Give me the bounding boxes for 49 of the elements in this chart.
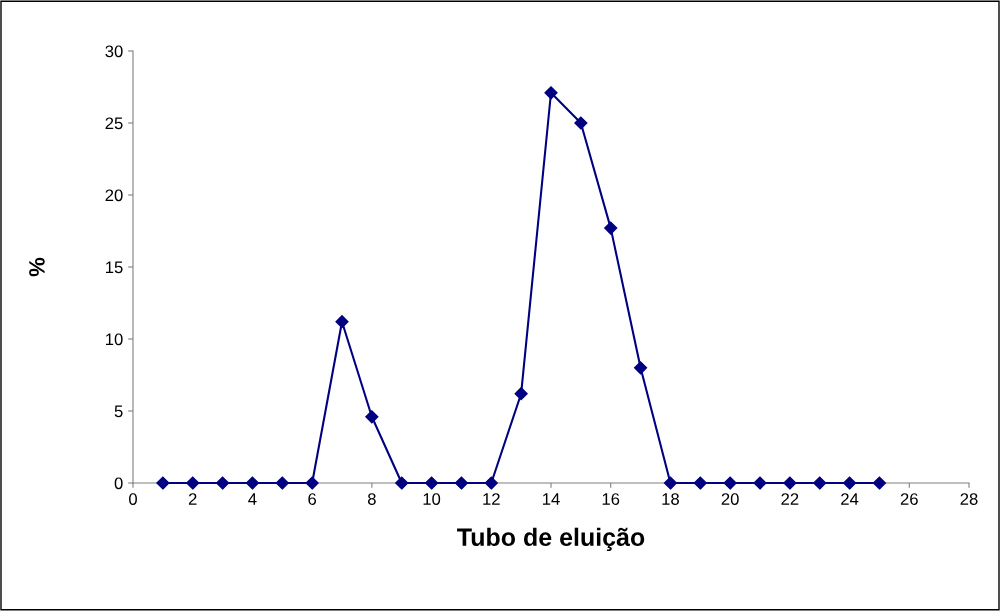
y-tick-label: 30: [105, 45, 123, 58]
point: [604, 221, 618, 235]
point: [186, 476, 200, 490]
point: [514, 387, 528, 401]
x-tick-label: 14: [543, 493, 560, 505]
point: [395, 476, 409, 490]
point: [484, 476, 498, 490]
point: [813, 476, 827, 490]
point: [574, 116, 588, 130]
point: [365, 410, 379, 424]
point: [753, 476, 767, 490]
y-tick-label: 20: [105, 189, 123, 202]
x-tick-label: 26: [900, 493, 918, 505]
x-tick-label: 12: [483, 493, 500, 505]
point: [693, 476, 707, 490]
point: [663, 476, 678, 490]
x-tick-label: 28: [960, 493, 978, 505]
y-tick-label: 25: [105, 117, 123, 130]
point: [275, 476, 289, 490]
x-tick-label: 6: [308, 493, 317, 505]
point: [454, 476, 469, 490]
y-tick-label: 10: [106, 333, 123, 346]
point: [305, 476, 319, 490]
x-tick-label: 0: [129, 493, 137, 505]
x-tick-label: 4: [248, 493, 257, 505]
point: [872, 476, 887, 490]
x-tick-label: 8: [367, 493, 376, 505]
y-tick-label: 5: [114, 405, 123, 418]
point: [424, 476, 439, 490]
x-tick-label: 2: [188, 493, 197, 505]
x-axis-title: Tubo de eluição: [457, 527, 645, 552]
y-axis-title: %: [29, 257, 45, 277]
point: [156, 476, 170, 490]
point: [245, 476, 260, 490]
x-tick-label: 18: [662, 493, 679, 505]
point: [723, 476, 737, 490]
x-tick-label: 20: [721, 493, 739, 505]
point: [544, 86, 558, 100]
x-tick-label: 10: [423, 493, 441, 505]
point: [633, 361, 648, 375]
x-tick-label: 24: [841, 493, 859, 505]
point: [783, 476, 797, 490]
x-tick-label: 22: [781, 493, 799, 505]
y-tick-label: 0: [114, 477, 123, 490]
point: [842, 476, 857, 490]
point: [215, 476, 230, 490]
y-tick-label: 15: [106, 261, 123, 274]
x-tick-label: 16: [602, 493, 620, 505]
point: [335, 315, 349, 329]
